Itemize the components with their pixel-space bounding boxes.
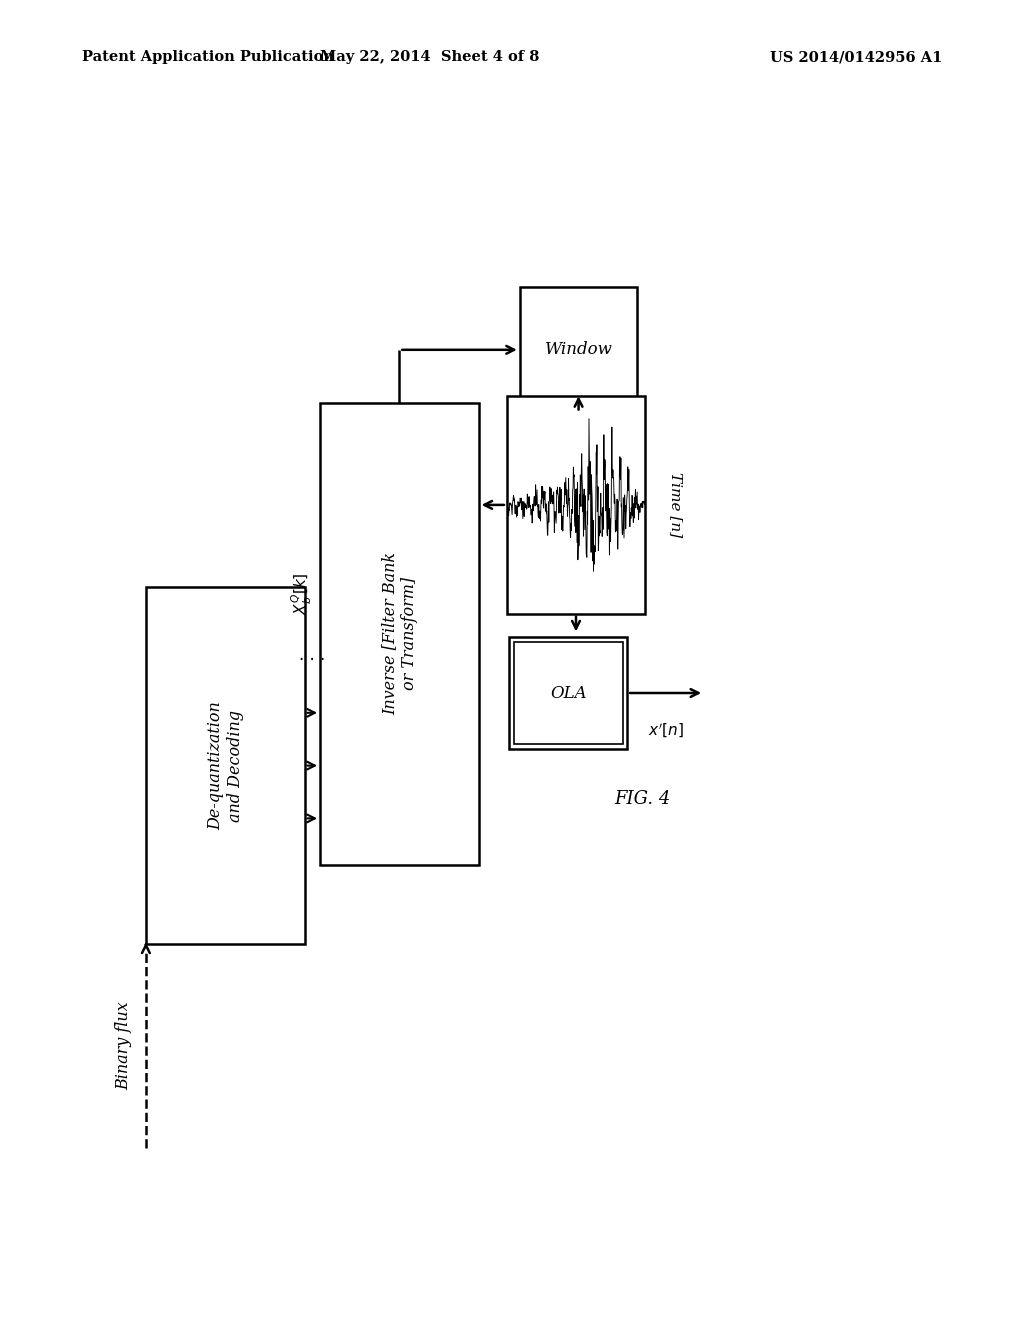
Bar bbox=[146, 587, 305, 944]
Bar bbox=[514, 642, 623, 744]
Text: Binary flux: Binary flux bbox=[115, 1002, 132, 1090]
Bar bbox=[507, 396, 645, 614]
Text: De-quantization
and Decoding: De-quantization and Decoding bbox=[207, 701, 244, 830]
Text: US 2014/0142956 A1: US 2014/0142956 A1 bbox=[770, 50, 942, 65]
Text: $X_b^Q[k]$: $X_b^Q[k]$ bbox=[290, 573, 314, 615]
Text: May 22, 2014  Sheet 4 of 8: May 22, 2014 Sheet 4 of 8 bbox=[321, 50, 540, 65]
Text: $x'[n]$: $x'[n]$ bbox=[648, 722, 684, 741]
Text: Time [n]: Time [n] bbox=[669, 473, 683, 537]
Text: FIG. 4: FIG. 4 bbox=[614, 789, 671, 808]
Bar bbox=[510, 638, 627, 750]
Bar bbox=[319, 403, 479, 865]
Text: OLA: OLA bbox=[550, 685, 587, 701]
Bar bbox=[519, 288, 637, 412]
Text: Window: Window bbox=[545, 342, 612, 358]
Text: Patent Application Publication: Patent Application Publication bbox=[82, 50, 334, 65]
Text: · · ·: · · · bbox=[299, 651, 326, 669]
Text: Inverse [Filter Bank
or Transform]: Inverse [Filter Bank or Transform] bbox=[381, 552, 418, 715]
